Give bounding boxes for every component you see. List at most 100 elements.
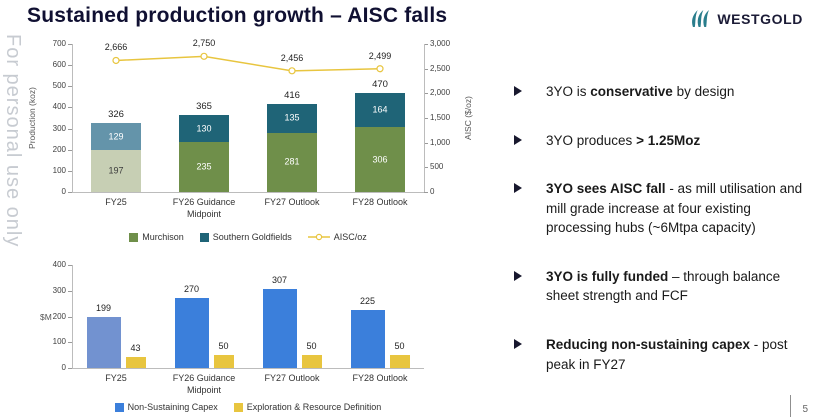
- bullet-arrow-icon: [514, 134, 522, 145]
- y-axis-label-left: Production (koz): [27, 87, 37, 149]
- legend-item: Southern Goldfields: [199, 232, 292, 242]
- bullet-list: 3YO is conservative by design 3YO produce…: [514, 82, 812, 374]
- y-tick-label-right: 0: [430, 187, 435, 196]
- bullet-item: 3YO is fully funded – through balance sh…: [514, 267, 812, 306]
- production-aisc-chart: Production (koz) AISC ($/oz) 0 100 200 300 400…: [26, 34, 502, 250]
- x-category-label: FY26 Guidance Midpoint: [172, 197, 236, 219]
- tick-mark: [68, 128, 72, 130]
- chart-legend: Murchison Southern Goldfields AISC/oz: [66, 232, 430, 242]
- y-tick-label: 100: [52, 337, 66, 347]
- bar-segment-southern-goldfields: 164: [355, 92, 405, 128]
- y-axis-line: [72, 265, 73, 368]
- tick-mark: [68, 316, 72, 318]
- aisc-point-label: 2,666: [104, 42, 128, 53]
- y-tick-label-left: 500: [52, 81, 66, 91]
- bar-value-label: 129: [108, 131, 124, 142]
- bar-value-label: 270: [183, 284, 200, 295]
- bar-total-label: 470: [372, 78, 388, 90]
- bar-segment-murchison: 306: [355, 127, 405, 192]
- bullet-text-bold: Reducing non-sustaining capex: [546, 336, 751, 352]
- tick-mark: [424, 68, 428, 70]
- chart-legend: Non-Sustaining Capex Exploration & Resour…: [66, 402, 430, 412]
- y-tick-label-left: 700: [52, 39, 66, 48]
- y-tick-label-left: 200: [52, 144, 66, 154]
- tick-mark: [424, 192, 428, 193]
- footer-divider: [790, 395, 791, 417]
- y-tick-label-right: 3,000: [430, 39, 451, 48]
- exploration-bar: [213, 355, 234, 368]
- bullet-text-bold: 3YO is fully funded: [546, 268, 669, 284]
- tick-mark: [68, 192, 72, 193]
- tick-mark: [424, 167, 428, 169]
- tick-mark: [68, 149, 72, 151]
- bar-value-label: 50: [306, 341, 317, 352]
- x-axis-line: [72, 192, 424, 193]
- bar-value-label: 164: [372, 104, 388, 115]
- legend-label: Southern Goldfields: [212, 232, 292, 242]
- bullet-text: 3YO sees AISC fall - as mill utilisation…: [546, 179, 812, 238]
- x-category-label: FY27 Outlook: [264, 373, 320, 383]
- exploration-bar: [389, 355, 410, 368]
- y-axis-label-right: AISC ($/oz): [463, 96, 473, 140]
- legend-swatch-non-sustaining-capex: [114, 402, 124, 412]
- bar-total-label: 416: [284, 90, 300, 102]
- tick-mark: [68, 86, 72, 88]
- bar-segment-murchison: 281: [267, 132, 317, 192]
- y-tick-label-left: 600: [52, 60, 66, 70]
- legend-swatch-exploration: [233, 402, 243, 412]
- bar-segment-murchison: 197: [91, 150, 141, 192]
- bullet-text-regular: – through balance sheet strength and FCF: [546, 268, 781, 304]
- x-category-label: FY26 Guidance Midpoint: [172, 373, 236, 395]
- bar-segment-southern-goldfields: 135: [267, 104, 317, 133]
- bullet-text-regular: 3YO produces: [546, 132, 637, 148]
- page-number: 5: [802, 404, 808, 415]
- tick-mark: [424, 142, 428, 144]
- x-category-label: FY27 Outlook: [264, 197, 320, 207]
- bar-value-label: 135: [284, 112, 300, 123]
- bar-value-label: 199: [95, 302, 112, 313]
- capex-bar: [174, 298, 209, 368]
- bar-total-label: 365: [196, 100, 212, 112]
- bullet-text-bold: conservative: [590, 84, 673, 99]
- bullet-text: 3YO is fully funded – through balance sh…: [546, 267, 812, 306]
- y-tick-label-right: 2,000: [430, 88, 451, 98]
- tick-mark: [68, 65, 72, 67]
- legend-label: Murchison: [142, 232, 184, 242]
- x-axis-line: [72, 368, 424, 369]
- bar-total-label: 326: [108, 109, 124, 121]
- capex-bar: [86, 316, 121, 368]
- bullet-arrow-icon: [514, 183, 522, 194]
- tick-mark: [68, 107, 72, 109]
- bar-value-label: 306: [372, 154, 388, 165]
- bar-value-label: 225: [359, 296, 376, 307]
- y-tick-label-left: 400: [52, 102, 66, 112]
- tick-mark: [424, 44, 428, 45]
- westgold-logo-text: WESTGOLD: [717, 10, 803, 27]
- y-axis-label: $M: [40, 311, 52, 322]
- y-tick-label: 300: [52, 285, 66, 295]
- bar-value-label: 130: [196, 123, 212, 134]
- bar-value-label: 43: [130, 342, 141, 353]
- legend-line-aisc: [307, 233, 330, 241]
- page-title: Sustained production growth – AISC falls: [27, 4, 448, 27]
- westgold-logo-icon: [692, 10, 710, 27]
- bar-value-label: 235: [196, 161, 212, 172]
- bar-segment-southern-goldfields: 129: [91, 123, 141, 151]
- y-tick-label-right: 1,500: [430, 113, 451, 122]
- bullet-item: 3YO produces > 1.25Moz: [514, 131, 812, 151]
- bullet-text-bold: > 1.25Moz: [636, 132, 701, 148]
- bullet-text-bold: 3YO sees AISC fall: [546, 181, 666, 197]
- y-tick-label-left: 0: [61, 187, 66, 196]
- y-tick-label-left: 300: [52, 123, 66, 133]
- westgold-logo: WESTGOLD: [689, 10, 803, 27]
- legend-item: Murchison: [129, 232, 184, 242]
- y-axis-line-left: [72, 44, 73, 192]
- bullet-text: 3YO produces > 1.25Moz: [546, 131, 700, 151]
- tick-mark: [68, 44, 72, 45]
- tick-mark: [424, 118, 428, 119]
- capex-bar: [350, 310, 385, 368]
- legend-label: Non-Sustaining Capex: [127, 402, 218, 412]
- bullet-item: 3YO is conservative by design: [514, 82, 812, 102]
- bar-value-label: 50: [394, 341, 405, 352]
- tick-mark: [68, 170, 72, 172]
